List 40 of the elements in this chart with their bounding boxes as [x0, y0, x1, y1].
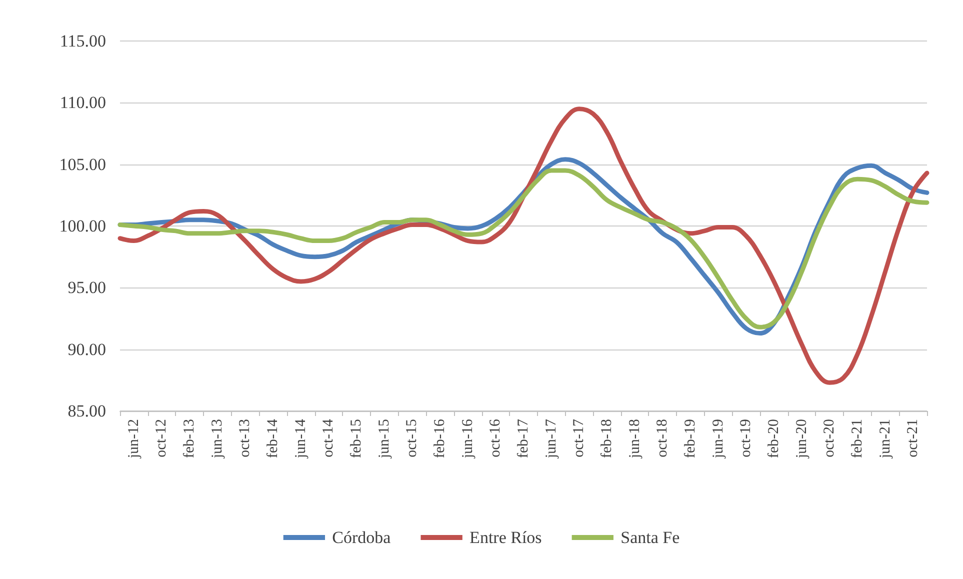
x-tick-label: feb-17: [516, 418, 532, 458]
legend-label: Santa Fe: [620, 528, 680, 547]
y-tick-label: 110.00: [60, 93, 106, 112]
x-tick-label: jun-17: [543, 418, 560, 460]
y-tick-label: 85.00: [68, 402, 106, 420]
x-tick-label: jun-13: [209, 419, 226, 460]
x-tick-label: jun-19: [710, 419, 726, 460]
x-tick-label: oct-21: [905, 419, 922, 458]
legend-label: Córdoba: [332, 528, 392, 547]
x-tick-label: oct-13: [237, 419, 254, 458]
line-series: [118, 106, 930, 385]
x-tick-label: oct-20: [822, 419, 838, 458]
x-tick-label: feb-18: [598, 419, 615, 458]
x-tick-label: feb-13: [182, 419, 198, 458]
y-tick-label: 105.00: [59, 154, 106, 174]
x-tick-label: oct-14: [320, 418, 337, 458]
y-tick-label: 90.00: [68, 340, 106, 359]
x-tick-label: feb-14: [265, 418, 282, 458]
y-tick-label: 100.00: [59, 216, 106, 236]
x-tick-label: feb-20: [766, 419, 782, 458]
x-tick-label: oct-12: [154, 419, 170, 458]
x-tick-label: feb-21: [849, 419, 866, 458]
x-tick-label: oct-19: [738, 419, 754, 458]
x-tick-label: jun-21: [877, 419, 894, 460]
x-tick-label: feb-15: [348, 419, 365, 458]
x-tick-label: feb-16: [432, 418, 448, 458]
x-tick-label: feb-19: [682, 419, 698, 458]
x-tick-label: jun-16: [460, 418, 476, 460]
x-tick-label: jun-14: [292, 418, 309, 460]
x-tick-label: oct-16: [488, 418, 504, 458]
y-tick-label: 95.00: [68, 278, 106, 298]
x-tick-label: jun-12: [126, 419, 142, 460]
x-tick-label: oct-15: [404, 419, 420, 458]
y-tick-label: 115.00: [60, 32, 106, 50]
x-tick-label: jun-18: [626, 419, 643, 460]
x-tick-label: jun-20: [794, 419, 810, 460]
x-tick-label: jun-15: [376, 419, 392, 460]
x-tick-label: oct-18: [654, 419, 671, 458]
x-tick-label: oct-17: [571, 418, 588, 458]
legend-label: Entre Ríos: [470, 528, 542, 547]
